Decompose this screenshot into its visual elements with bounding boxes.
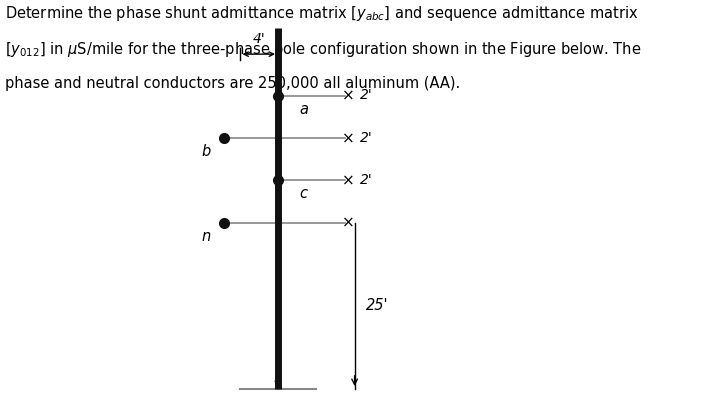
Text: a: a bbox=[299, 102, 308, 117]
Text: c: c bbox=[299, 186, 307, 201]
Text: 2': 2' bbox=[360, 89, 373, 102]
Text: n: n bbox=[202, 229, 211, 244]
Text: $\times$: $\times$ bbox=[340, 172, 353, 187]
Text: $\times$: $\times$ bbox=[340, 130, 353, 145]
Text: $[y_{012}]$ in $\mu$S/mile for the three-phase pole configuration shown in the F: $[y_{012}]$ in $\mu$S/mile for the three… bbox=[5, 40, 642, 59]
Text: 2': 2' bbox=[360, 131, 373, 144]
Text: b: b bbox=[202, 144, 211, 159]
Text: Determine the phase shunt admittance matrix $[y_{abc}]$ and sequence admittance : Determine the phase shunt admittance mat… bbox=[5, 4, 639, 23]
Text: phase and neutral conductors are 250,000 all aluminum (AA).: phase and neutral conductors are 250,000… bbox=[5, 76, 461, 91]
Text: 4': 4' bbox=[252, 32, 265, 46]
Text: $\times$: $\times$ bbox=[340, 88, 353, 103]
Text: $\times$: $\times$ bbox=[340, 214, 353, 229]
Text: 2': 2' bbox=[360, 173, 373, 186]
Text: 25': 25' bbox=[366, 298, 388, 314]
